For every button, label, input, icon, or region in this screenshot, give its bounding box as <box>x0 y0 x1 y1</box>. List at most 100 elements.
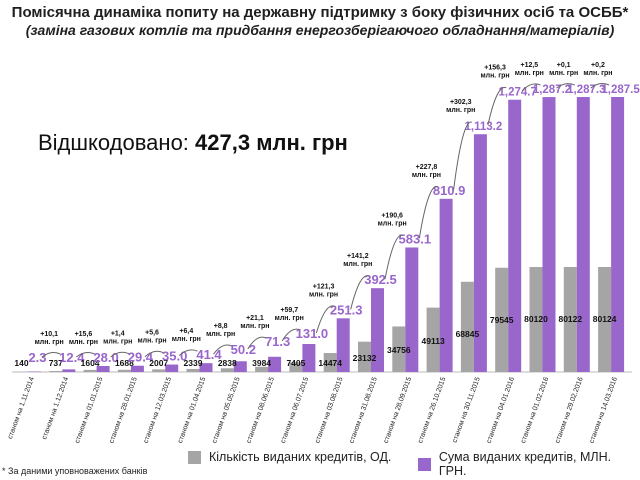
data-label-count: 2007 <box>149 358 168 368</box>
increment-arrow <box>213 344 232 355</box>
increment-unit: млн. грн <box>446 107 475 114</box>
bar-sum <box>130 365 144 372</box>
data-label-count: 34756 <box>387 345 411 355</box>
bar-sum <box>336 318 350 372</box>
increment-label: +121,3 <box>313 283 335 290</box>
bar-sum <box>439 198 453 372</box>
bar-count <box>117 369 131 372</box>
increment-label: +6,4 <box>179 328 193 335</box>
data-label-count: 2838 <box>218 358 237 368</box>
bar-count <box>152 369 166 372</box>
increment-unit: млн. грн <box>172 336 201 343</box>
data-label-count: 1604 <box>81 358 100 368</box>
increment-unit: млн. грн <box>480 73 509 80</box>
increment-unit: млн. грн <box>583 70 612 77</box>
bar-count <box>255 366 269 372</box>
increment-label: +141,2 <box>347 253 369 260</box>
increment-label: +0,1 <box>557 62 571 69</box>
increment-arrow <box>487 86 507 126</box>
bar-count <box>598 267 612 372</box>
increment-arrow <box>144 350 164 358</box>
x-tick-label: станом на 1.12.2014 <box>41 376 70 440</box>
x-tick-label: станом на 08.06.2015 <box>246 376 276 444</box>
increment-unit: млн. грн <box>35 339 64 346</box>
data-label-sum: 35.0 <box>162 349 187 364</box>
increment-label: +21,1 <box>246 315 264 322</box>
x-tick-label: станом на 03.08.2015 <box>314 376 344 444</box>
data-label-count: 2339 <box>184 358 203 368</box>
x-tick-label: станом на 28.01.2015 <box>108 376 138 444</box>
bar-count <box>220 368 234 372</box>
bar-count <box>323 353 337 372</box>
bar-count <box>289 362 303 372</box>
data-label-sum: 1,287.3 <box>567 84 605 96</box>
increment-label: +59,7 <box>280 307 298 314</box>
data-label-sum: 28.0 <box>93 350 118 365</box>
increment-arrow <box>453 121 473 190</box>
bar-sum <box>268 356 282 372</box>
legend-item-sum: Сума виданих кредитів, МЛН. ГРН. <box>418 450 640 478</box>
data-label-sum: 1,113.2 <box>465 121 503 133</box>
bar-sum <box>302 344 316 372</box>
increment-label: +156,3 <box>484 65 506 72</box>
data-label-count: 80124 <box>593 314 617 324</box>
x-tick-label: станом на 28.09.2015 <box>383 376 413 444</box>
data-label-count: 23132 <box>353 353 377 363</box>
increment-label: +302,3 <box>450 99 472 106</box>
data-label-sum: 71.3 <box>265 334 290 349</box>
increment-arrow <box>350 275 370 310</box>
increment-arrow <box>590 83 610 89</box>
x-tick-label: станом на 31.08.2015 <box>348 376 378 444</box>
increment-label: +1,4 <box>111 331 125 338</box>
data-label-sum: 2.3 <box>28 350 46 365</box>
bar-sum <box>542 97 556 372</box>
legend-item-count: Кількість виданих кредитів, ОД. <box>188 450 391 464</box>
increment-arrow <box>110 351 130 358</box>
increment-arrow <box>281 328 301 342</box>
data-label-count: 79545 <box>490 315 514 325</box>
increment-unit: млн. грн <box>240 323 269 330</box>
bar-sum <box>371 288 384 372</box>
bar-sum <box>199 363 213 372</box>
increment-unit: млн. грн <box>343 261 372 268</box>
x-tick-label: станом на 1.11.2014 <box>7 376 36 440</box>
increment-unit: млн. грн <box>378 220 407 227</box>
legend-label-sum: Сума виданих кредитів, МЛН. ГРН. <box>438 450 612 478</box>
data-label-sum: 1,287.5 <box>601 84 640 96</box>
increment-unit: млн. грн <box>137 338 166 345</box>
bar-count <box>529 267 543 372</box>
data-label-count: 1688 <box>115 358 134 368</box>
x-tick-label: станом на 01.04.2015 <box>177 376 207 444</box>
increment-arrow <box>418 186 438 239</box>
data-label-sum: 810.9 <box>433 183 466 198</box>
data-label-sum: 50.2 <box>231 342 256 357</box>
increment-unit: млн. грн <box>206 331 235 338</box>
data-label-count: 68845 <box>456 329 480 339</box>
increment-label: +190,6 <box>381 212 403 219</box>
increment-label: +227,8 <box>416 164 438 171</box>
bar-sum <box>405 247 419 372</box>
bar-sum <box>165 364 179 372</box>
data-label-sum: 1,287.2 <box>533 84 571 96</box>
increment-unit: млн. грн <box>549 70 578 77</box>
bar-count <box>563 267 577 372</box>
data-label-sum: 1,274.7 <box>499 87 537 99</box>
total-label: Відшкодовано: <box>38 130 196 155</box>
increment-arrow <box>75 352 95 358</box>
footnote: * За даними уповноважених банків <box>2 466 148 476</box>
data-label-sum: 251.3 <box>330 302 363 317</box>
data-label-count: 7405 <box>286 358 305 368</box>
data-label-count: 80120 <box>524 314 548 324</box>
increment-label: +0,2 <box>591 62 605 69</box>
bar-sum <box>62 369 76 372</box>
bar-sum <box>233 361 247 372</box>
bar-count <box>495 267 509 372</box>
x-tick-label: станом на 04.01.2016 <box>486 376 516 444</box>
data-label-sum: 131.0 <box>296 326 329 341</box>
x-tick-label: станом на 14.03.2016 <box>589 376 619 444</box>
bar-count <box>49 371 63 372</box>
increment-unit: млн. грн <box>515 70 544 77</box>
x-tick-label: станом на 30.11.2015 <box>452 376 482 444</box>
bar-sum <box>473 134 487 372</box>
increment-label: +8,8 <box>214 323 228 330</box>
